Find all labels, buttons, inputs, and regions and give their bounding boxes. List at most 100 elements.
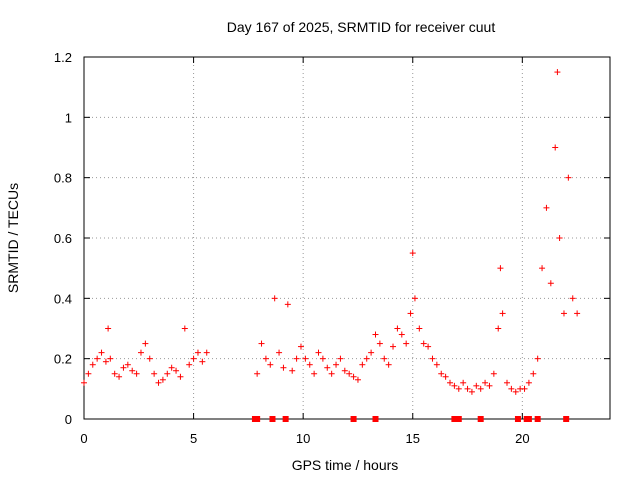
data-point [159,376,166,383]
data-point [297,343,304,350]
data-point [390,343,397,350]
data-point [284,301,291,308]
data-point [346,370,353,377]
data-point [98,349,105,356]
data-point [129,367,136,374]
data-point [186,361,193,368]
data-point [194,349,201,356]
data-point [420,340,427,347]
data-point [560,310,567,317]
data-point [376,340,383,347]
data-point [276,349,283,356]
data-point [490,370,497,377]
y-tick-label: 1.2 [54,50,72,65]
data-point [354,376,361,383]
data-point [337,355,344,362]
data-point [94,355,101,362]
gap-marker [534,416,541,422]
gap-marker [525,416,532,422]
data-point [451,382,458,389]
data-point [442,373,449,380]
data-point [381,355,388,362]
data-point [403,340,410,347]
data-point [311,370,318,377]
data-point [460,379,467,386]
data-point [289,367,296,374]
data-point [530,370,537,377]
data-point [565,174,572,181]
data-point [407,310,414,317]
data-point [429,355,436,362]
x-axis-label: GPS time / hours [292,457,399,473]
grid [84,57,610,419]
data-point [258,340,265,347]
data-point [503,379,510,386]
data-point [416,325,423,332]
data-point [142,340,149,347]
data-point [447,379,454,386]
y-axis-label: SRMTID / TECUs [5,183,21,293]
data-point [569,295,576,302]
y-tick-label: 0.6 [54,231,72,246]
x-tick-labels: 0 5 10 15 20 [80,431,529,446]
data-point [124,361,131,368]
data-point [411,295,418,302]
data-point [271,295,278,302]
gap-marker [350,416,357,422]
data-point [398,331,405,338]
data-point [177,373,184,380]
data-point [81,379,87,386]
x-tick-label: 20 [515,431,529,446]
data-point [203,349,210,356]
data-point [359,361,366,368]
gap-markers [251,416,570,422]
data-point [116,373,123,380]
data-point [146,355,153,362]
data-point [85,370,92,377]
data-point [574,310,581,317]
data-point [482,379,489,386]
data-point [477,385,484,392]
data-point [468,388,475,395]
data-point [438,370,445,377]
data-point [319,355,326,362]
y-tick-label: 1 [65,110,72,125]
y-tick-label: 0.4 [54,291,72,306]
data-point [525,379,532,386]
plot-frame [83,56,611,420]
data-point [267,361,274,368]
axis-ticks [83,56,610,420]
data-point [512,388,519,395]
gap-marker [282,416,289,422]
data-point [164,370,171,377]
data-point [151,370,158,377]
data-point [293,355,300,362]
data-point [547,280,554,287]
data-point [199,358,206,365]
y-tick-label: 0.8 [54,171,72,186]
data-point [372,331,379,338]
gap-marker [455,416,462,422]
data-point [368,349,375,356]
data-point [499,310,506,317]
data-point [333,361,340,368]
data-point [262,355,269,362]
data-point [464,385,471,392]
data-point [508,385,515,392]
y-tick-label: 0 [65,412,72,427]
data-point [254,370,261,377]
data-point [556,235,563,241]
gap-marker [269,416,276,422]
data-point [280,364,287,371]
gap-marker [372,416,379,422]
data-point [497,265,504,272]
data-point [539,265,546,272]
data-point [102,358,109,365]
data-point [324,364,331,371]
x-tick-label: 0 [80,431,87,446]
gap-marker [477,416,484,422]
data-point [155,379,162,386]
data-point [111,370,118,377]
gap-marker [514,416,521,422]
